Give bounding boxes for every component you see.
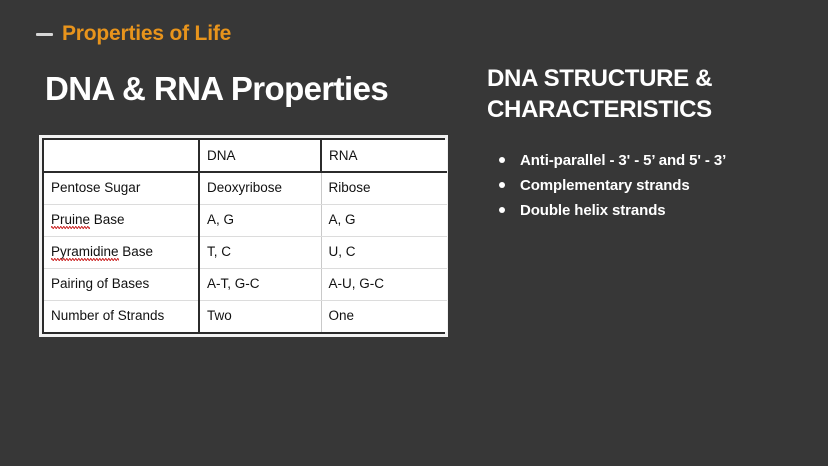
bullet-icon	[499, 182, 505, 189]
spellcheck-underline: Pruine	[51, 211, 91, 229]
dash-icon	[36, 32, 53, 36]
table-header-blank	[44, 140, 200, 173]
page-title: DNA & RNA Properties	[45, 70, 389, 107]
table-cell-property: Pruine Base	[44, 204, 200, 237]
properties-table-frame: DNA RNA Pentose Sugar Deoxyribose Ribose Prui…	[39, 135, 448, 337]
table-cell-rna: A-U, G-C	[321, 268, 447, 301]
table-cell-property: Pyramidine Base	[44, 236, 200, 269]
characteristics-list: Anti-parallel - 3' - 5’ and 5' - 3’ Compl…	[487, 150, 797, 221]
properties-table-border: DNA RNA Pentose Sugar Deoxyribose Ribose Prui…	[42, 138, 447, 334]
table-row: Number of Strands Two One	[44, 300, 447, 332]
table-cell-property: Pentose Sugar	[44, 172, 200, 205]
list-item-label: Anti-parallel - 3' - 5’ and 5' - 3’	[520, 152, 727, 170]
table-cell-rna: U, C	[321, 236, 447, 269]
table-row: Pyramidine Base T, C U, C	[44, 236, 447, 269]
section-eyebrow: Properties of Life	[36, 22, 231, 46]
table-cell-property: Pairing of Bases	[44, 268, 200, 301]
bullet-icon	[499, 206, 505, 213]
table-header-dna: DNA	[199, 140, 322, 173]
table-cell-rna: Ribose	[321, 172, 447, 205]
table-header-row: DNA RNA	[44, 140, 447, 173]
table-row: Pairing of Bases A-T, G-C A-U, G-C	[44, 268, 447, 301]
table-cell-dna: T, C	[199, 236, 322, 269]
table-cell-dna: A, G	[199, 204, 322, 237]
table-row: Pentose Sugar Deoxyribose Ribose	[44, 172, 447, 205]
right-column: DNA STRUCTURE & CHARACTERISTICS Anti-par…	[487, 64, 797, 225]
table-cell-rna: One	[328, 308, 355, 324]
table-cell-dna: A-T, G-C	[199, 268, 322, 301]
table-cell-dna: Deoxyribose	[199, 172, 322, 205]
table-cell-dna: Two	[199, 300, 322, 332]
right-heading: DNA STRUCTURE & CHARACTERISTICS	[487, 65, 713, 123]
list-item: Double helix strands	[487, 200, 797, 222]
list-item: Anti-parallel - 3' - 5’ and 5' - 3’	[487, 150, 797, 172]
table-header-rna: RNA	[321, 140, 447, 173]
table-row: Pruine Base A, G A, G	[44, 204, 447, 237]
list-item-label: Complementary strands	[520, 177, 690, 195]
list-item: Complementary strands	[487, 175, 797, 197]
table-cell-rna: A, G	[321, 204, 447, 237]
section-label: Properties of Life	[62, 22, 232, 45]
table-cell-property: Number of Strands	[44, 300, 200, 332]
list-item-label: Double helix strands	[520, 201, 666, 219]
spellcheck-underline: Pyramidine	[51, 243, 119, 261]
bullet-icon	[499, 157, 505, 164]
properties-table: DNA RNA Pentose Sugar Deoxyribose Ribose Prui…	[44, 140, 447, 332]
